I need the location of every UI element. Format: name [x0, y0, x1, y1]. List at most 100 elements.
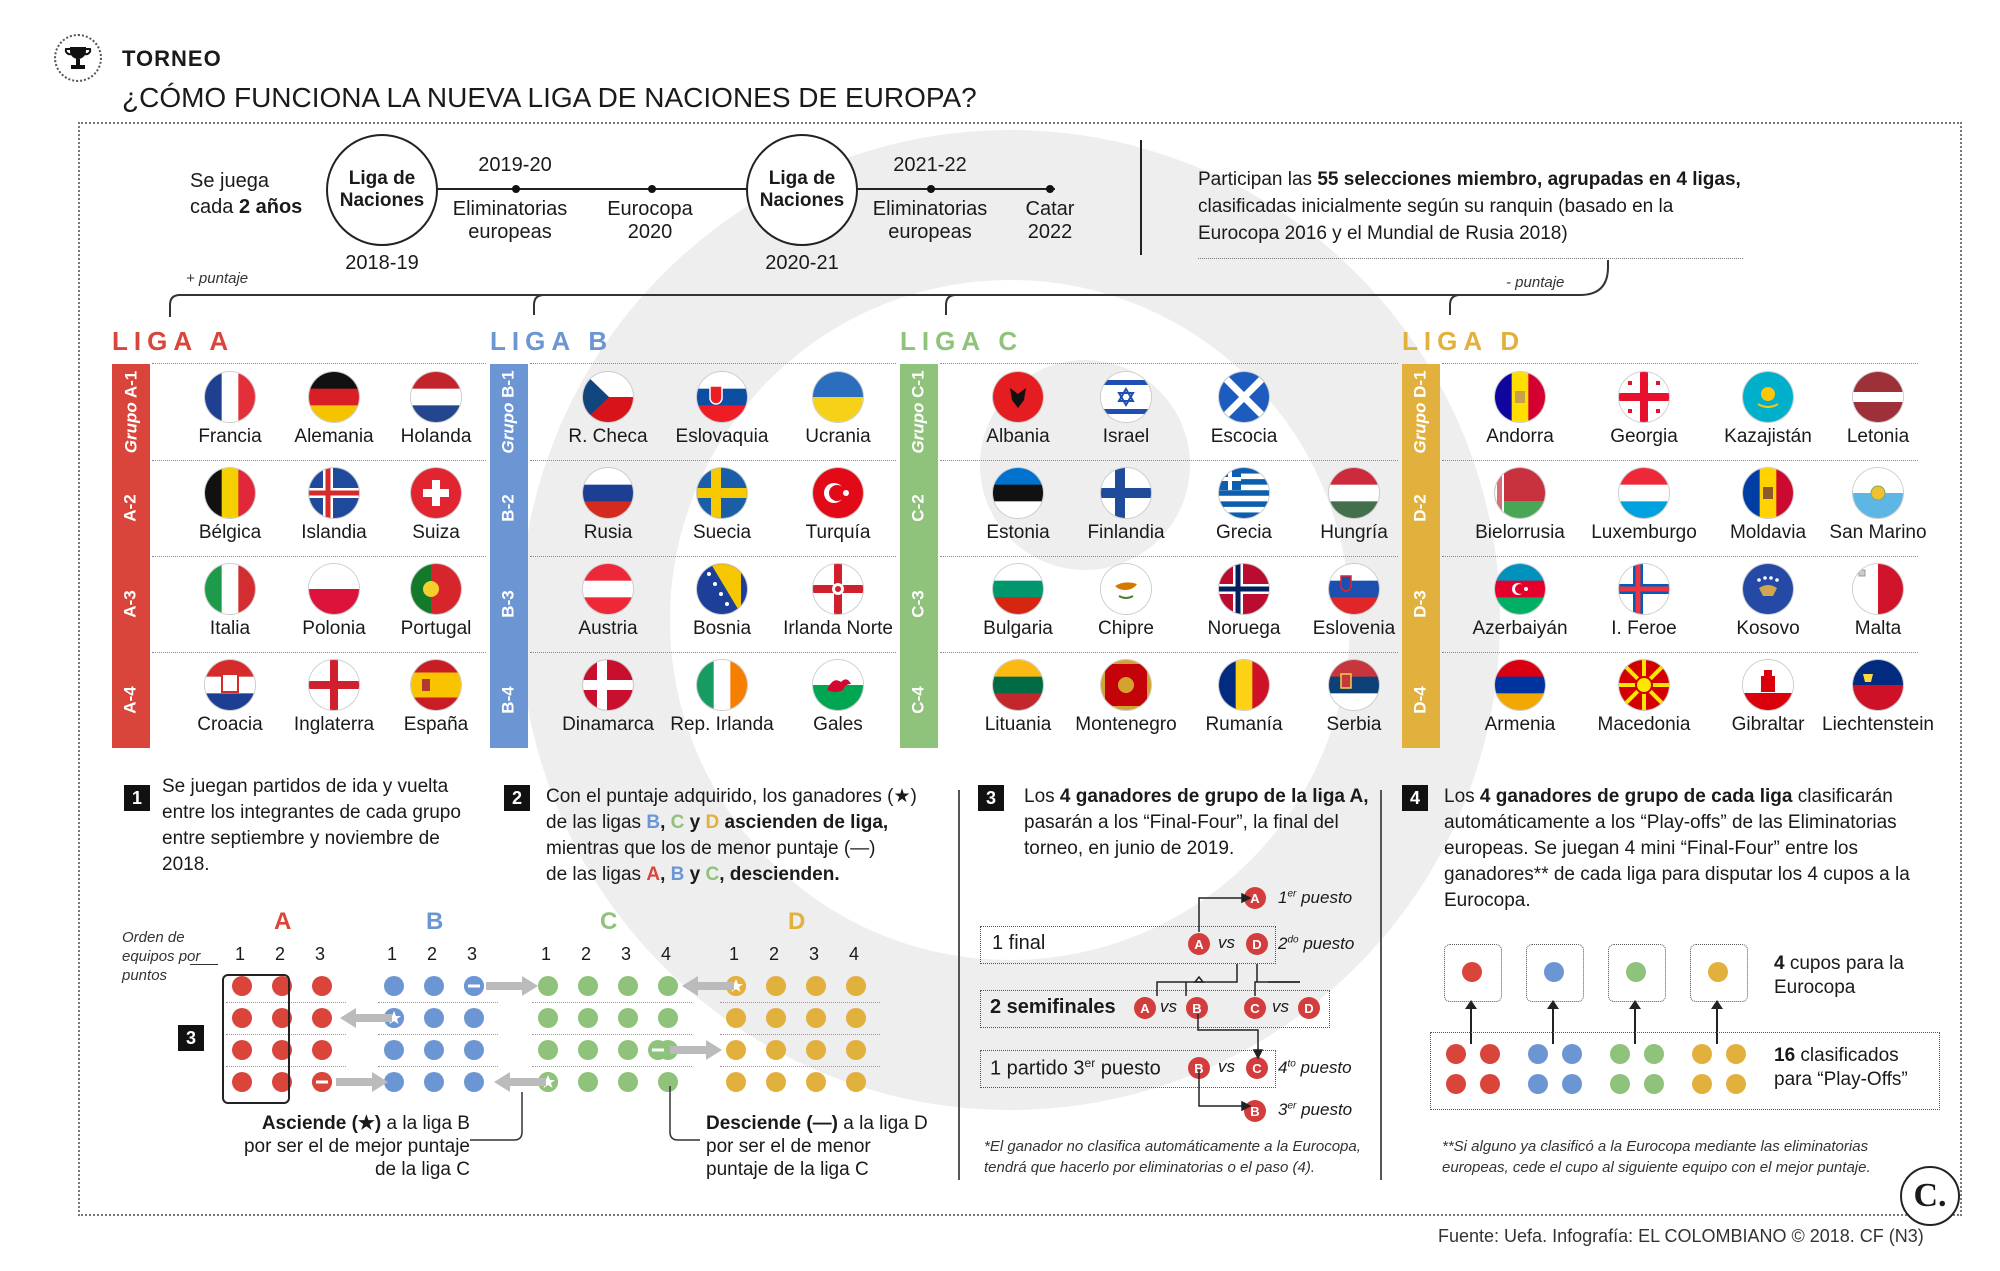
- final-label: 1 final: [992, 932, 1046, 954]
- position-number: 1: [728, 944, 739, 964]
- row-separator: [226, 1002, 346, 1003]
- place-4: 4to puesto: [1278, 1058, 1352, 1077]
- liga-naciones-circle-1: Liga de Naciones: [326, 134, 438, 246]
- flag-icon: [411, 660, 461, 710]
- playoff-team-dot: [1446, 1074, 1466, 1094]
- circle1-year: 2018-19: [345, 252, 419, 274]
- cupo-arrow: [1716, 1004, 1718, 1044]
- group-letter: C: [600, 908, 618, 935]
- team-dot: [766, 1008, 786, 1028]
- team-dot: [618, 1008, 638, 1028]
- country-name: Georgia: [1610, 426, 1678, 447]
- flag-icon: [993, 660, 1043, 710]
- row-separator: [720, 1002, 880, 1003]
- country-name: Austria: [578, 618, 638, 639]
- team-badge: B: [1186, 997, 1208, 1019]
- flag-icon: [1495, 468, 1545, 518]
- team-dot: [272, 1072, 292, 1092]
- country-name: Gales: [813, 714, 863, 735]
- final-box: [980, 926, 1276, 964]
- source-credit: Fuente: Uefa. Infografía: EL COLOMBIANO …: [1438, 1226, 1924, 1246]
- row-separator: [378, 1002, 498, 1003]
- country-name: Escocia: [1210, 426, 1278, 447]
- league-title-1: LIGA A: [112, 326, 235, 356]
- country-name: Irlanda Norte: [783, 618, 893, 639]
- intro-bold: 2 años: [238, 196, 303, 218]
- country-name: San Marino: [1829, 522, 1927, 543]
- flag-icon: [1219, 660, 1269, 710]
- event1-year: 2019-20: [478, 154, 552, 176]
- flag-icon: [1101, 468, 1151, 518]
- flag-icon: [1743, 660, 1793, 710]
- group-label: Grupo A-1: [121, 370, 140, 454]
- playoff-team-dot: [1692, 1074, 1712, 1094]
- flag-icon: [813, 468, 863, 518]
- group-label: D-2: [1411, 494, 1430, 522]
- row-separator: [152, 652, 486, 654]
- row-separator: [152, 556, 486, 558]
- team-dot: [424, 1072, 444, 1092]
- team-dot: [464, 1072, 484, 1092]
- group-label: A-4: [121, 686, 140, 714]
- row-separator: [530, 652, 896, 654]
- country-name: Grecia: [1216, 522, 1272, 543]
- country-name: España: [403, 714, 469, 735]
- country-name: Macedonia: [1597, 714, 1691, 735]
- flag-icon: [1495, 564, 1545, 614]
- country-name: Albania: [986, 426, 1050, 447]
- flag-icon: [1495, 660, 1545, 710]
- country-name: Eslovaquia: [675, 426, 769, 447]
- minus-icon: [648, 1040, 668, 1060]
- cupo-arrowhead: [1629, 1000, 1641, 1009]
- position-number: 3: [808, 944, 819, 964]
- team-badge: C: [1246, 1057, 1268, 1079]
- flag-icon: [411, 564, 461, 614]
- group-label: C-4: [909, 686, 928, 714]
- flag-icon: [993, 564, 1043, 614]
- country-name: Bosnia: [692, 618, 752, 639]
- country-name: Noruega: [1207, 618, 1281, 639]
- flag-icon: [1219, 468, 1269, 518]
- team-dot: [846, 1008, 866, 1028]
- playoff-team-dot: [1692, 1044, 1712, 1064]
- position-number: 1: [540, 944, 551, 964]
- flag-icon: [411, 372, 461, 422]
- country-name: Francia: [198, 426, 262, 447]
- country-name: Malta: [1854, 618, 1902, 639]
- country-name: Dinamarca: [562, 714, 654, 735]
- country-name: Andorra: [1486, 426, 1554, 447]
- league-sidebar-2: [490, 364, 528, 748]
- group-label: A-2: [121, 494, 140, 522]
- vs-label: vs: [1160, 997, 1177, 1016]
- descend-note: Desciende (—) a la liga D por ser el de …: [706, 1113, 928, 1180]
- team-dot: [846, 1072, 866, 1092]
- country-name: Suecia: [692, 522, 752, 543]
- brand-logo: C.: [1900, 1166, 1960, 1226]
- team-dot: [846, 976, 866, 996]
- playoff-team-dot: [1528, 1044, 1548, 1064]
- order-label-line: [190, 964, 218, 965]
- league-title-2: LIGA B: [490, 326, 614, 356]
- timeline-dot: [512, 185, 520, 193]
- position-number: 3: [620, 944, 631, 964]
- country-name: Letonia: [1846, 426, 1910, 447]
- playoff-team-dot: [1726, 1044, 1746, 1064]
- team-dot: [232, 1040, 252, 1060]
- row-separator: [530, 460, 896, 462]
- flag-icon: [1495, 372, 1545, 422]
- row-separator: [940, 652, 1398, 654]
- cupo-dot: [1708, 962, 1728, 982]
- step-2-number: 2: [504, 785, 530, 811]
- divider: [958, 790, 960, 1180]
- team-dot: [312, 1008, 332, 1028]
- country-name: Turquía: [805, 522, 871, 543]
- vs-label: vs: [1218, 933, 1235, 952]
- flag-icon: [583, 372, 633, 422]
- group-letter: D: [788, 908, 806, 935]
- flag-icon: [1329, 468, 1379, 518]
- country-name: Islandia: [301, 522, 367, 543]
- playoff-team-dot: [1562, 1074, 1582, 1094]
- ascend-note: Asciende (★) a la liga B por ser el de m…: [243, 1113, 470, 1180]
- page-title: ¿CÓMO FUNCIONA LA NUEVA LIGA DE NACIONES…: [122, 82, 977, 113]
- group-label: B-3: [499, 590, 518, 618]
